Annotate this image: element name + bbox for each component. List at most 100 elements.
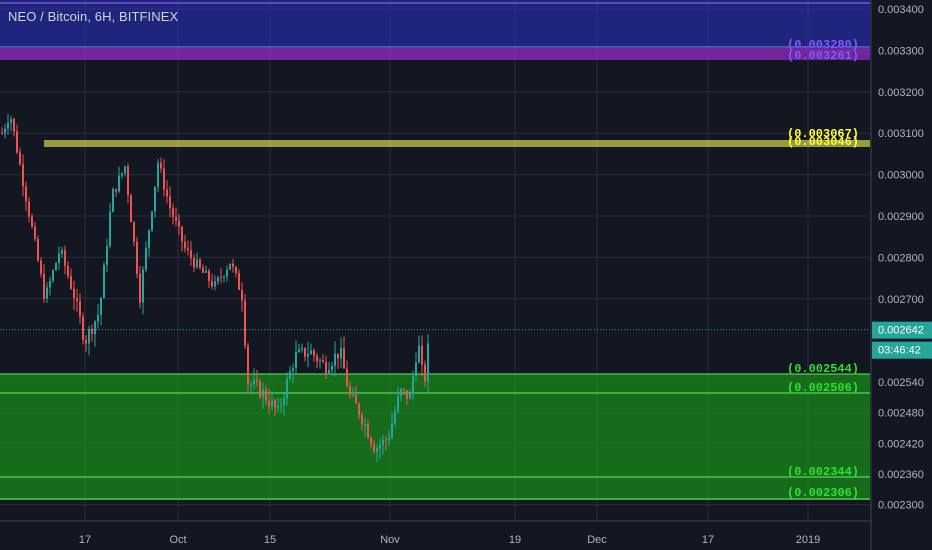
candle-body [349, 386, 351, 396]
candle-body [415, 362, 417, 377]
candle-body [133, 222, 135, 242]
time-tick-label: 15 [264, 534, 276, 546]
candle-body [79, 300, 81, 317]
candle-body [97, 314, 99, 322]
candle-body [22, 164, 24, 187]
candle-body [43, 273, 45, 299]
zone-price-label: (0.003280) [787, 38, 859, 52]
candle-body [142, 269, 144, 303]
candle-body [250, 384, 252, 386]
candle-body [316, 355, 318, 362]
candle-body [154, 186, 156, 212]
candle-body [376, 448, 378, 452]
price-tick-label: 0.002480 [878, 408, 924, 420]
candle-body [367, 424, 369, 438]
candle-body [373, 444, 375, 452]
blue-zone [0, 0, 870, 47]
candle-body [1, 133, 3, 135]
candle-body [412, 376, 414, 394]
candle-body [346, 368, 348, 387]
candle-body [292, 368, 294, 372]
zone-price-label: (0.002344) [787, 465, 859, 479]
candle-body [163, 168, 165, 190]
candle-body [106, 246, 108, 265]
last-price-label: 0.002642 [878, 325, 924, 337]
candle-body [214, 281, 216, 287]
candle-body [265, 389, 267, 401]
zone-price-label: (0.003067) [787, 127, 859, 141]
candle-body [232, 263, 234, 267]
candle-body [286, 379, 288, 399]
candle-body [298, 349, 300, 353]
candle-body [31, 216, 33, 227]
candle-body [37, 238, 39, 261]
last-price-tag [872, 321, 932, 339]
candle-body [157, 162, 159, 187]
candle-body [76, 298, 78, 301]
candle-body [202, 267, 204, 273]
candle-body [220, 277, 222, 279]
candle-body [355, 394, 357, 404]
candle-body [4, 128, 6, 134]
candle-body [340, 348, 342, 359]
price-tick-label: 0.003000 [878, 170, 924, 182]
candle-body [139, 273, 141, 303]
time-tick-label: Nov [380, 534, 400, 546]
candle-body [103, 264, 105, 299]
candle-body [226, 269, 228, 277]
candle-body [418, 345, 420, 363]
candle-body [211, 281, 213, 287]
candle-body [391, 423, 393, 439]
overlays: (0.003280)(0.003261) (0.003067)(0.003046)… [0, 38, 932, 500]
candle-body [307, 354, 309, 357]
time-tick-label: 17 [79, 534, 91, 546]
price-tick-label: 0.002420 [878, 438, 924, 450]
candle-body [118, 175, 120, 192]
candles [1, 113, 429, 463]
candle-body [253, 380, 255, 385]
candle-body [262, 389, 264, 397]
candle-body [322, 360, 324, 362]
candle-body [124, 166, 126, 174]
candle-body [196, 259, 198, 268]
candle-body [175, 217, 177, 221]
candle-body [208, 270, 210, 282]
candle-body [229, 263, 231, 270]
candle-body [244, 300, 246, 346]
candle-body [172, 208, 174, 218]
candle-body [427, 343, 429, 382]
candle-body [337, 353, 339, 359]
candle-body [343, 348, 345, 369]
candle-body [67, 265, 69, 277]
candle-body [283, 398, 285, 406]
candle-body [217, 277, 219, 282]
candle-body [25, 186, 27, 202]
candle-body [304, 347, 306, 357]
candle-body [301, 347, 303, 350]
candle-body [193, 258, 195, 268]
price-tick-label: 0.003200 [878, 87, 924, 99]
price-tick-label: 0.002300 [878, 500, 924, 512]
zone-price-label: (0.002544) [787, 362, 859, 376]
candle-body [178, 220, 180, 227]
candle-body [385, 439, 387, 441]
candle-body [223, 276, 225, 278]
candle-body [64, 250, 66, 266]
candle-body [313, 350, 315, 356]
candle-body [421, 345, 423, 365]
candle-body [289, 371, 291, 380]
candle-body [19, 152, 21, 165]
candle-body [40, 260, 42, 274]
candle-body [127, 166, 129, 196]
candle-body [184, 241, 186, 249]
candle-body [406, 390, 408, 400]
time-tick-label: Dec [587, 534, 607, 546]
candle-body [379, 445, 381, 449]
candle-body [169, 196, 171, 209]
candle-body [7, 122, 9, 129]
candle-body [115, 188, 117, 192]
symbol-title[interactable]: NEO / Bitcoin, 6H, BITFINEX [8, 9, 179, 24]
candle-body [424, 364, 426, 382]
